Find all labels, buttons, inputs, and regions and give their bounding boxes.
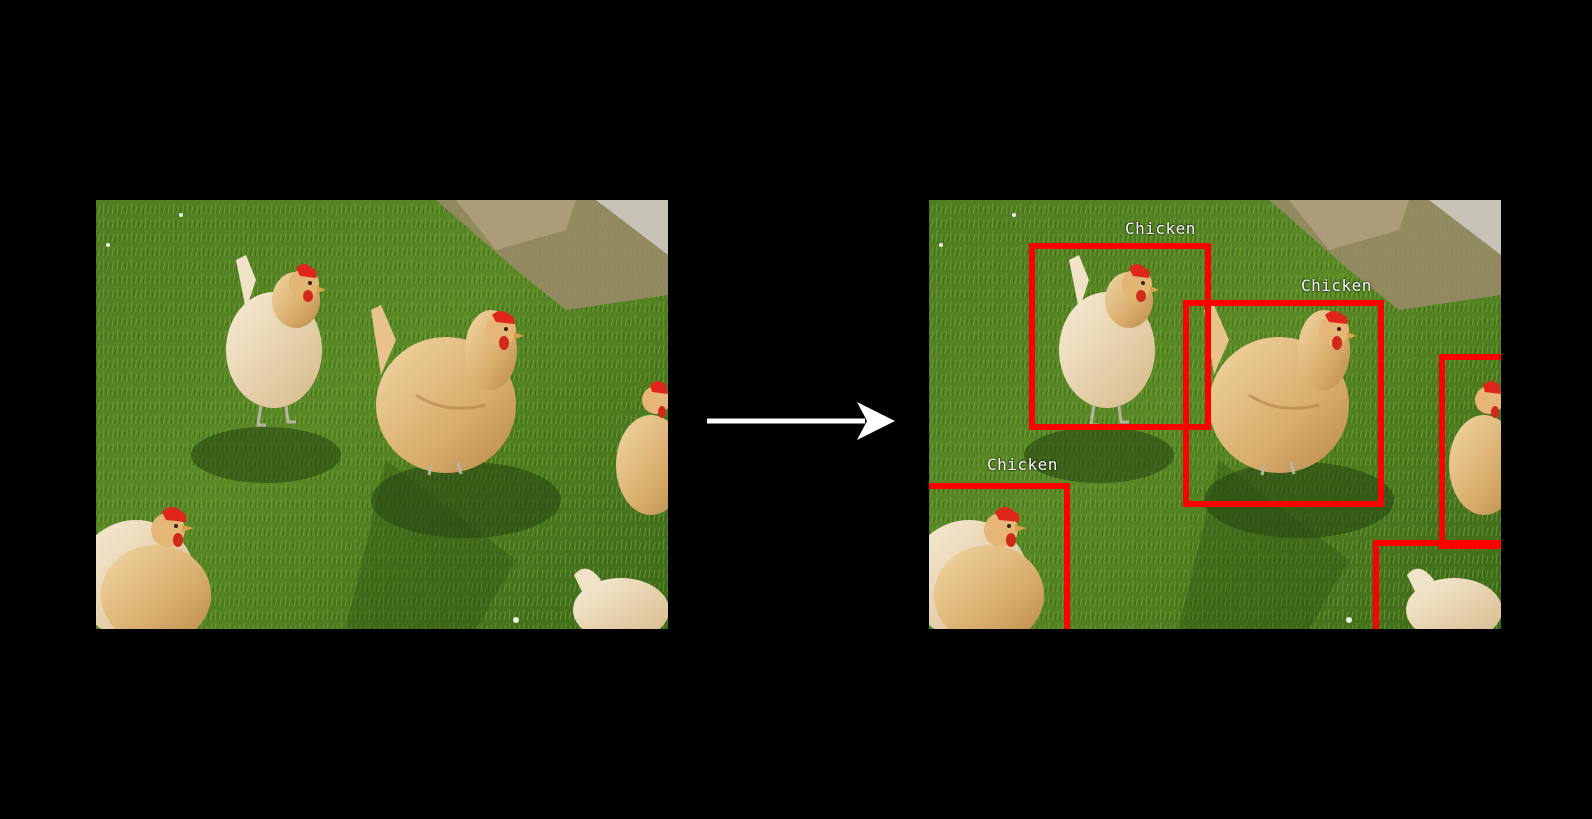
input-image: [96, 200, 668, 629]
bounding-box-label: Chicken: [987, 455, 1058, 474]
right-arrow-icon: [707, 402, 895, 440]
bounding-box: [1183, 300, 1384, 507]
bounding-box: [929, 483, 1070, 629]
bounding-box-label: Chicken: [1125, 219, 1196, 238]
bounding-box-label: Chicken: [1301, 276, 1372, 295]
chicken-photo: [96, 200, 668, 629]
bounding-box: [1373, 540, 1501, 629]
output-image: Chicken Chicken Chicken: [929, 200, 1501, 629]
bounding-box: [1439, 354, 1501, 549]
bounding-box: [1029, 243, 1211, 430]
